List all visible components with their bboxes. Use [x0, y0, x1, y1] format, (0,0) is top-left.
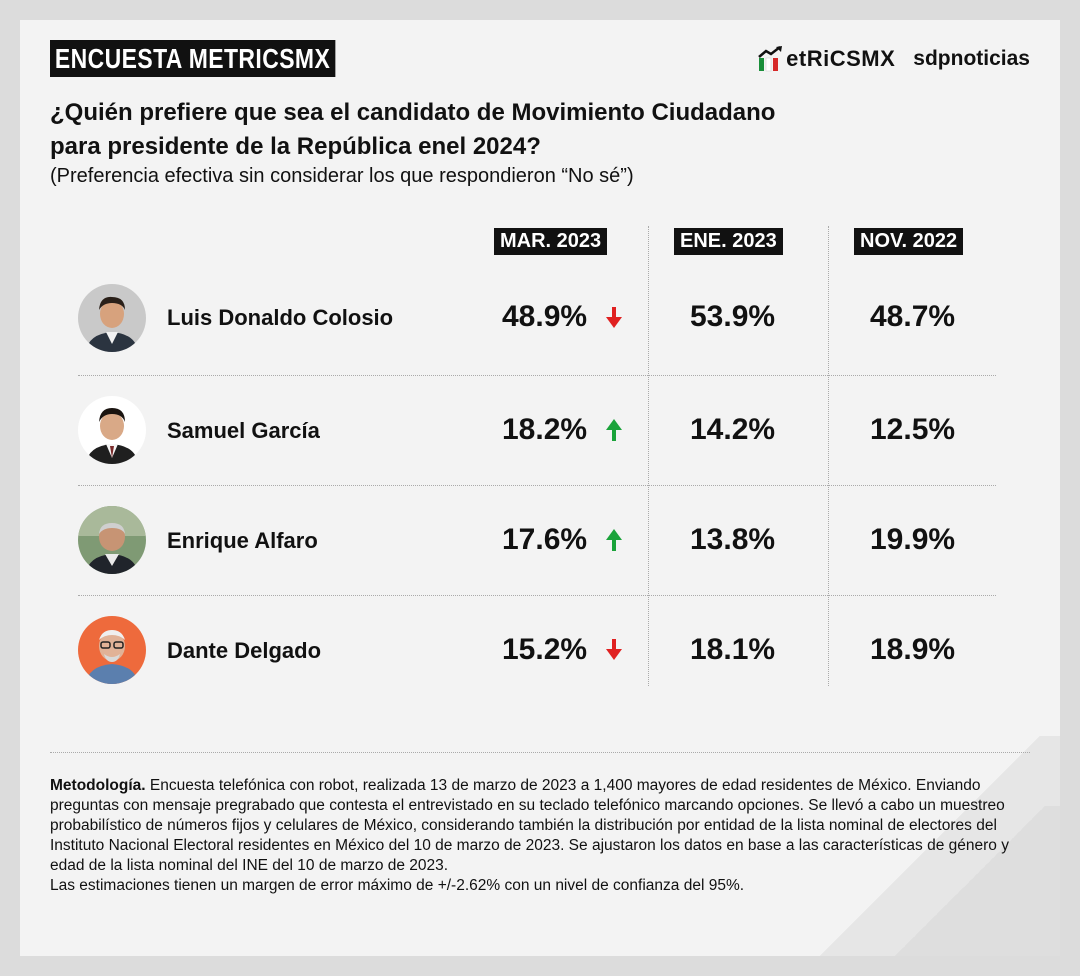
background-decoration-inner	[880, 806, 1060, 956]
question-subtitle: (Preferencia efectiva sin considerar los…	[50, 165, 634, 187]
value-ene-2023: 18.1%	[690, 633, 776, 666]
value-mar-2023: 48.9%	[502, 300, 588, 333]
logos: etRiCSMX sdpnoticias	[758, 46, 1030, 72]
value-nov-2022: 12.5%	[870, 413, 956, 446]
value-nov-2022: 19.9%	[870, 523, 956, 556]
row-divider	[78, 375, 996, 376]
margin-of-error-note: Las estimaciones tienen un margen de err…	[50, 877, 745, 894]
column-header-nov-2022: NOV. 2022	[854, 228, 964, 255]
candidate-name: Samuel García	[167, 418, 320, 443]
value-nov-2022: 18.9%	[870, 633, 956, 666]
question-line-2: para presidente de la República enel 202…	[50, 133, 541, 160]
trend-down-arrow-icon	[606, 639, 622, 660]
candidate-photo-colosio	[78, 284, 146, 352]
metricsmx-logo-text: etRiCSMX	[786, 46, 896, 71]
metricsmx-chart-icon	[758, 46, 783, 72]
value-mar-2023: 15.2%	[502, 633, 588, 666]
survey-card: ENCUESTA METRICSMX etRiCSMX sdpnoticias …	[20, 20, 1060, 956]
survey-badge: ENCUESTA METRICSMX	[50, 40, 336, 77]
footer-divider	[50, 752, 1030, 753]
column-header-ene-2023: ENE. 2023	[674, 228, 783, 255]
column-divider	[648, 226, 649, 686]
column-divider	[828, 226, 829, 686]
question-line-1: ¿Quién prefiere que sea el candidato de …	[50, 99, 776, 126]
methodology-note: Metodología. Encuesta telefónica con rob…	[50, 776, 1010, 896]
methodology-paragraph: Metodología. Encuesta telefónica con rob…	[50, 776, 1010, 876]
candidate-photo-garcia	[78, 396, 146, 464]
sdpnoticias-logo: sdpnoticias	[913, 47, 1030, 70]
row-divider	[78, 595, 996, 596]
column-header-mar-2023: MAR. 2023	[494, 228, 608, 255]
candidate-photo-delgado	[78, 616, 146, 684]
candidate-name: Luis Donaldo Colosio	[167, 305, 394, 330]
value-ene-2023: 13.8%	[690, 523, 776, 556]
value-nov-2022: 48.7%	[870, 300, 956, 333]
value-mar-2023: 18.2%	[502, 413, 588, 446]
question-title: ¿Quién prefiere que sea el candidato de …	[50, 96, 950, 164]
value-mar-2023: 17.6%	[502, 523, 588, 556]
trend-up-arrow-icon	[606, 529, 622, 551]
value-ene-2023: 14.2%	[690, 413, 776, 446]
metricsmx-logo: etRiCSMX	[758, 46, 895, 72]
methodology-text: Encuesta telefónica con robot, realizada…	[50, 777, 1009, 874]
trend-down-arrow-icon	[606, 307, 622, 328]
row-divider	[78, 485, 996, 486]
value-ene-2023: 53.9%	[690, 300, 776, 333]
methodology-label: Metodología.	[50, 777, 146, 794]
candidate-name: Dante Delgado	[167, 638, 322, 663]
candidate-name: Enrique Alfaro	[167, 528, 318, 553]
candidate-photo-alfaro	[78, 506, 146, 574]
trend-up-arrow-icon	[606, 419, 622, 441]
